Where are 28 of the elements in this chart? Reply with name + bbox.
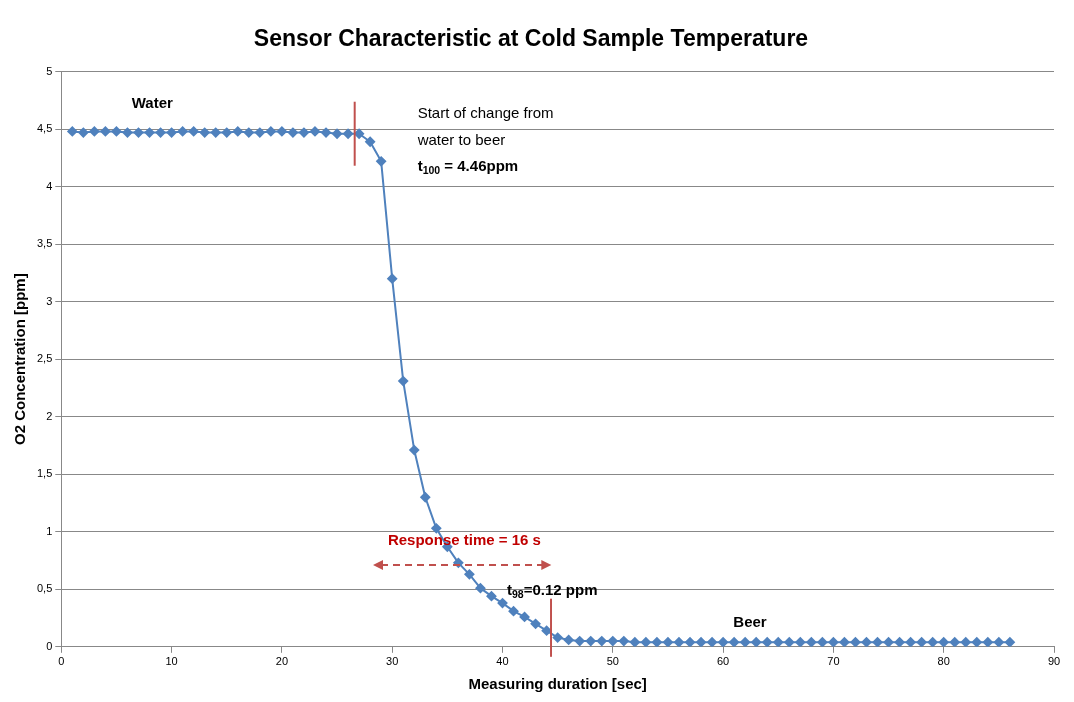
y-tick-label: 4,5 <box>36 122 53 135</box>
x-tick-label: 40 <box>496 655 509 668</box>
x-tick-label: 70 <box>827 655 840 668</box>
y-tick-label: 1 <box>46 524 53 537</box>
annotation: Beer <box>733 612 767 630</box>
annotation: Water <box>131 93 174 111</box>
y-tick-label: 3 <box>46 294 53 307</box>
annotation: water to beer <box>416 130 506 148</box>
x-tick-label: 60 <box>716 655 730 668</box>
chart-title: Sensor Characteristic at Cold Sample Temperature <box>253 25 809 52</box>
x-tick-label: 30 <box>386 655 399 668</box>
x-tick-label: 90 <box>1047 655 1061 668</box>
x-tick-label: 50 <box>606 655 619 668</box>
y-axis-title: O2 Concentration [ppm] <box>11 273 29 446</box>
y-tick-label: 1,5 <box>36 467 53 480</box>
y-tick-label: 2 <box>46 409 53 422</box>
x-tick-label: 20 <box>275 655 289 668</box>
x-tick-label: 80 <box>937 655 950 668</box>
x-axis-title: Measuring duration [sec] <box>468 675 647 693</box>
y-tick-label: 3,5 <box>36 237 53 250</box>
y-tick-label: 2,5 <box>36 352 53 365</box>
annotation: Start of change from <box>417 104 554 122</box>
y-tick-label: 0 <box>46 639 53 652</box>
x-tick-label: 10 <box>165 655 178 668</box>
y-tick-label: 0,5 <box>36 582 53 595</box>
y-tick-label: 5 <box>46 64 53 77</box>
x-tick-label: 0 <box>58 655 65 668</box>
y-tick-label: 4 <box>46 179 53 192</box>
